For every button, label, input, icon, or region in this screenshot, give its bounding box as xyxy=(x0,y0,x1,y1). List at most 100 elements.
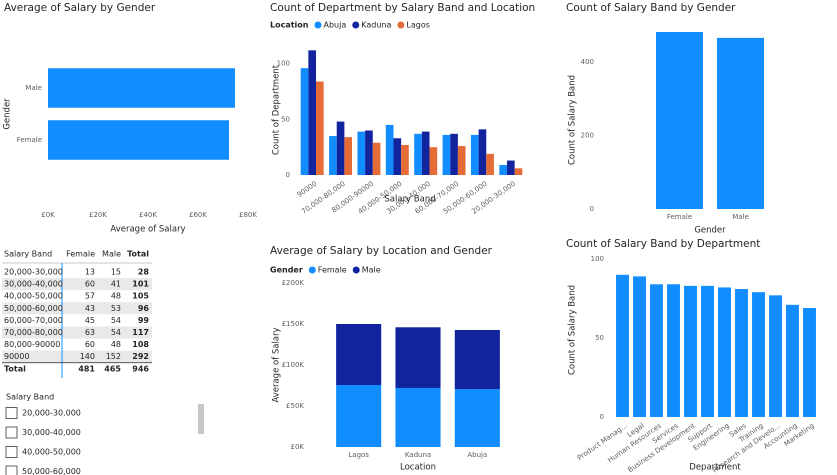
table-cell: 90000 xyxy=(4,352,29,361)
bar xyxy=(372,142,381,175)
legend-marker xyxy=(314,21,322,29)
y-tick-label: 50 xyxy=(595,334,604,342)
bar xyxy=(752,292,765,417)
total-cell: Total xyxy=(4,364,26,373)
x-tick-label: £0K xyxy=(41,211,55,219)
bar xyxy=(336,121,345,175)
x-tick-label: Female xyxy=(667,213,692,221)
table-cell: 43 xyxy=(85,304,95,313)
y-tick-label: £100K xyxy=(282,361,305,369)
row-shade xyxy=(2,350,152,363)
column-header: Female xyxy=(66,250,95,259)
table-cell: 48 xyxy=(111,292,121,301)
bar xyxy=(506,160,515,175)
table-cell: 60 xyxy=(85,340,95,349)
bar xyxy=(656,31,703,209)
x-axis-title: Gender xyxy=(694,226,726,236)
x-tick-label: 90000 xyxy=(296,180,319,199)
bar xyxy=(365,130,373,175)
table-cell: 80,000-90000 xyxy=(4,340,60,349)
x-tick-label: £80K xyxy=(239,211,257,219)
y-tick-label: £150K xyxy=(282,320,305,328)
bar-segment xyxy=(454,329,500,390)
table-cell: 140 xyxy=(80,352,95,361)
row-shade xyxy=(2,278,152,291)
bar xyxy=(701,285,714,417)
slicer-title: Salary Band xyxy=(6,393,54,402)
bar xyxy=(514,168,523,175)
scrollbar xyxy=(198,404,204,434)
checkbox xyxy=(5,465,18,475)
x-axis-title: Location xyxy=(400,463,436,473)
total-cell: 465 xyxy=(104,364,121,373)
legend-label: Female xyxy=(318,266,347,275)
slicer-item: 40,000-50,000 xyxy=(22,448,81,457)
y-axis-title: Count of Salary Band xyxy=(568,75,578,165)
total-cell: 481 xyxy=(78,364,95,373)
legend-label: Abuja xyxy=(324,21,347,30)
row-shade xyxy=(2,326,152,339)
bar xyxy=(769,295,782,417)
bar xyxy=(48,68,235,108)
table-cell: 152 xyxy=(106,352,121,361)
bar xyxy=(414,133,422,175)
x-tick-label: Abuja xyxy=(467,451,487,459)
bar xyxy=(803,307,816,417)
table-cell: 40,000-50,000 xyxy=(4,292,63,301)
legend-marker xyxy=(352,266,360,274)
x-axis-title: Salary Band xyxy=(384,195,435,205)
x-tick-label: £60K xyxy=(189,211,207,219)
bar xyxy=(633,276,646,417)
x-tick-label: Kaduna xyxy=(405,451,431,459)
bar xyxy=(393,138,402,175)
y-tick-label: 100 xyxy=(591,255,604,263)
legend-label: Male xyxy=(362,266,381,275)
total-cell: 946 xyxy=(132,364,149,373)
table-cell: 99 xyxy=(138,316,150,325)
table-cell: 96 xyxy=(138,304,150,313)
y-tick-label: 0 xyxy=(286,171,290,179)
legend-title: Location xyxy=(270,21,309,30)
bar xyxy=(499,164,507,175)
y-tick-label: 50 xyxy=(281,115,290,123)
table-cell: 105 xyxy=(132,292,149,301)
bar-segment xyxy=(395,327,441,388)
table-cell: 41 xyxy=(111,280,121,289)
slicer-item: 20,000-30,000 xyxy=(22,409,81,418)
y-tick-label: 0 xyxy=(600,413,604,421)
table-cell: 53 xyxy=(111,304,121,313)
y-tick-label: Female xyxy=(17,136,42,144)
table-cell: 70,000-80,000 xyxy=(4,328,63,337)
bar xyxy=(48,120,229,160)
x-tick-label: Male xyxy=(732,213,749,221)
legend-marker xyxy=(352,21,360,29)
table-cell: 54 xyxy=(111,328,121,337)
legend-marker xyxy=(397,21,405,29)
bar-segment xyxy=(336,324,382,386)
slicer-item: 30,000-40,000 xyxy=(22,428,81,437)
x-axis-title: Average of Salary xyxy=(110,225,185,235)
y-tick-label: £0K xyxy=(291,443,305,451)
y-tick-label: 0 xyxy=(590,205,594,213)
bar xyxy=(421,131,430,175)
table-cell: 30,000-40,000 xyxy=(4,280,63,289)
row-shade xyxy=(2,302,152,315)
table-cell: 54 xyxy=(111,316,121,325)
table-cell: 50,000-60,000 xyxy=(4,304,63,313)
bar xyxy=(718,287,731,417)
x-tick-label: Lagos xyxy=(348,451,369,459)
column-header: Salary Band xyxy=(4,250,52,259)
table-cell: 117 xyxy=(132,328,149,337)
bar xyxy=(357,131,366,175)
slicer-item: 50,000-60,000 xyxy=(22,467,81,475)
y-tick-label: 400 xyxy=(581,58,594,66)
table-cell: 28 xyxy=(138,268,150,277)
x-tick-label: £20K xyxy=(89,211,107,219)
y-tick-label: 200 xyxy=(581,131,594,139)
bar-segment xyxy=(395,387,441,447)
table-cell: 57 xyxy=(85,292,95,301)
bar xyxy=(478,129,487,175)
table-cell: 45 xyxy=(85,316,95,325)
bar xyxy=(650,284,663,417)
chart-title: Count of Department by Salary Band and L… xyxy=(270,2,535,14)
